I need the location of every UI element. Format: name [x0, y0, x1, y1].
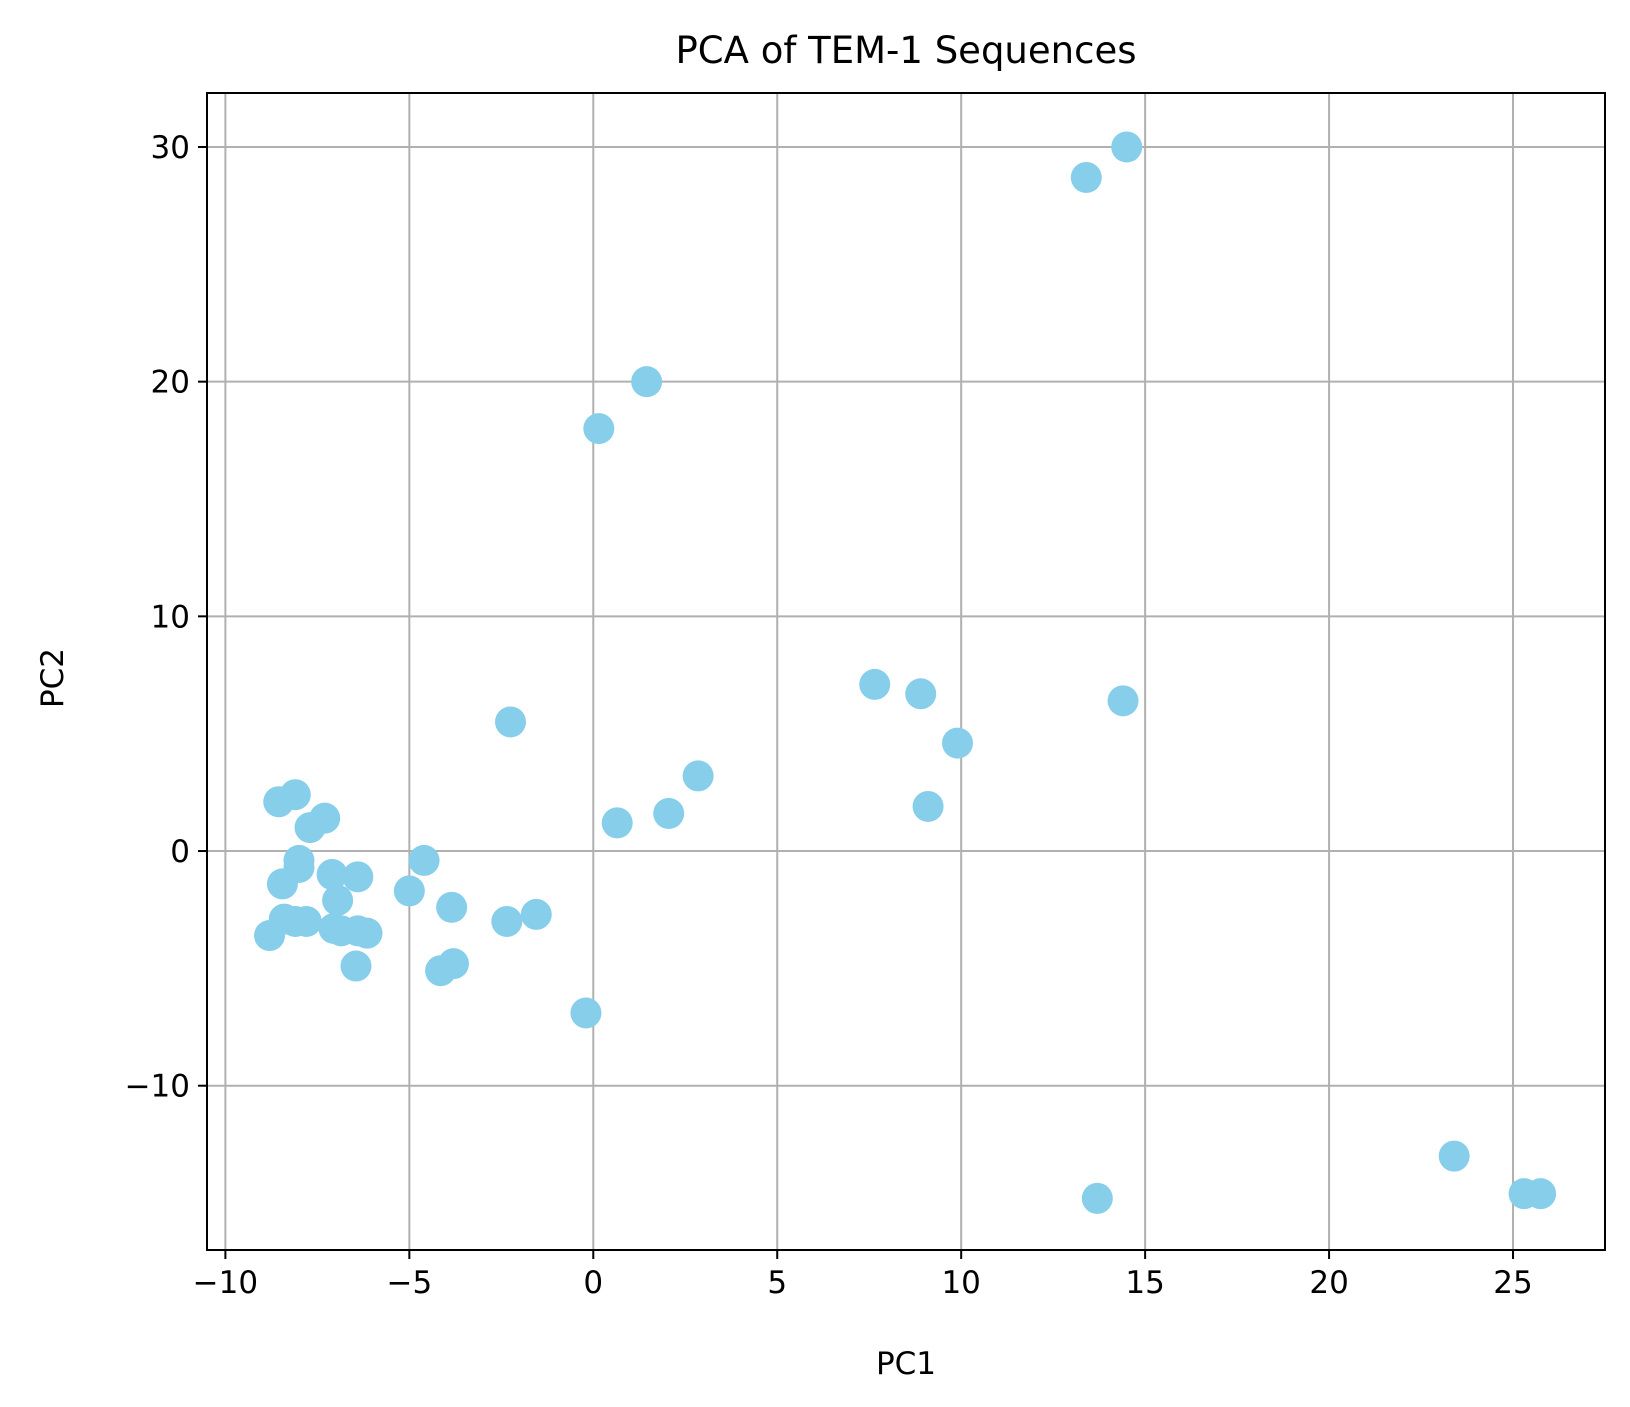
x-tick-label: 10: [941, 1265, 980, 1301]
x-tick-label: 20: [1309, 1265, 1348, 1301]
y-axis-label: PC2: [35, 648, 71, 708]
x-tick-label: 0: [583, 1265, 603, 1301]
points-layer: [254, 131, 1557, 1214]
x-axis-label: PC1: [876, 1346, 936, 1382]
scatter-point: [340, 950, 372, 982]
scatter-point: [290, 905, 322, 937]
scatter-point: [601, 807, 633, 839]
scatter-point: [1111, 131, 1143, 163]
scatter-point: [322, 884, 354, 916]
y-tick-label: 0: [170, 834, 190, 870]
y-tick-label: 30: [151, 130, 190, 166]
scatter-point: [859, 668, 891, 700]
scatter-point: [495, 706, 527, 738]
scatter-point: [491, 905, 523, 937]
grid-layer: [207, 93, 1605, 1250]
scatter-point: [912, 790, 944, 822]
scatter-point: [570, 997, 602, 1029]
y-tick-label: 20: [151, 365, 190, 401]
chart-title: PCA of TEM-1 Sequences: [676, 29, 1137, 72]
scatter-point: [351, 917, 383, 949]
scatter-point: [1107, 685, 1139, 717]
scatter-point: [408, 844, 440, 876]
y-tick-label: −10: [125, 1069, 190, 1105]
scatter-point: [393, 875, 425, 907]
scatter-point: [437, 948, 469, 980]
x-tick-label: −5: [386, 1265, 432, 1301]
y-tick-label: 10: [151, 599, 190, 635]
scatter-point: [583, 413, 615, 445]
scatter-point: [266, 868, 298, 900]
scatter-point: [1525, 1178, 1557, 1210]
scatter-point: [905, 678, 937, 710]
scatter-point: [436, 891, 468, 923]
plot-frame: [206, 92, 1606, 1251]
x-tick-label: 25: [1493, 1265, 1532, 1301]
ticks-layer: −10 −5 0 5 10 15 20 25 −10 0 10 20 30: [125, 130, 1533, 1301]
scatter-point: [316, 859, 348, 891]
x-tick-label: 5: [767, 1265, 787, 1301]
scatter-point: [1438, 1140, 1470, 1172]
scatter-point: [942, 727, 974, 759]
scatter-point: [294, 812, 326, 844]
x-tick-label: 15: [1125, 1265, 1164, 1301]
scatter-point: [682, 760, 714, 792]
scatter-point: [653, 797, 685, 829]
scatter-point: [1081, 1182, 1113, 1214]
x-tick-label: −10: [193, 1265, 258, 1301]
scatter-point: [520, 898, 552, 930]
scatter-point: [279, 779, 311, 811]
scatter-point: [631, 366, 663, 398]
scatter-point: [1070, 161, 1102, 193]
scatter-point: [342, 861, 374, 893]
